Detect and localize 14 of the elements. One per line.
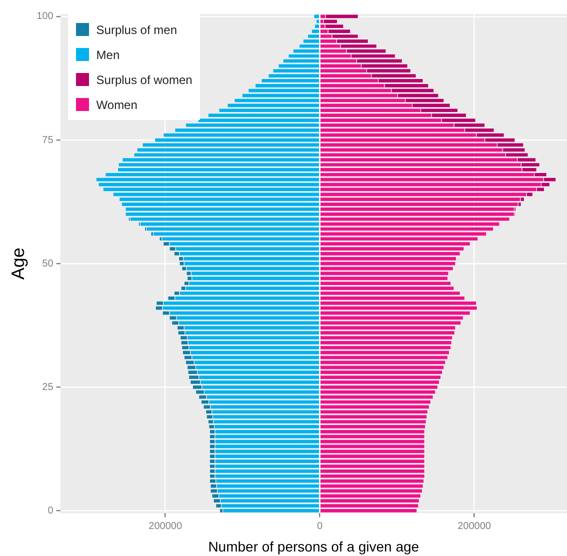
x-tick-label: 200000 (458, 520, 492, 532)
y-tick-label: 0 (48, 505, 54, 516)
legend-label: Surplus of women (96, 72, 192, 86)
y-axis-title: Age (8, 248, 28, 280)
y-tick-label: 25 (42, 382, 54, 393)
legend-label: Men (96, 48, 120, 62)
y-tick-label: 50 (42, 258, 54, 270)
y-tick-label: 100 (36, 11, 54, 22)
x-axis-title: Number of persons of a given age (208, 538, 420, 554)
x-tick-label: 0 (317, 520, 324, 532)
legend-label: Surplus of men (96, 22, 177, 36)
y-tick-label: 75 (42, 134, 54, 146)
legend-label: Women (96, 98, 138, 112)
x-tick-label: 200000 (148, 520, 182, 532)
